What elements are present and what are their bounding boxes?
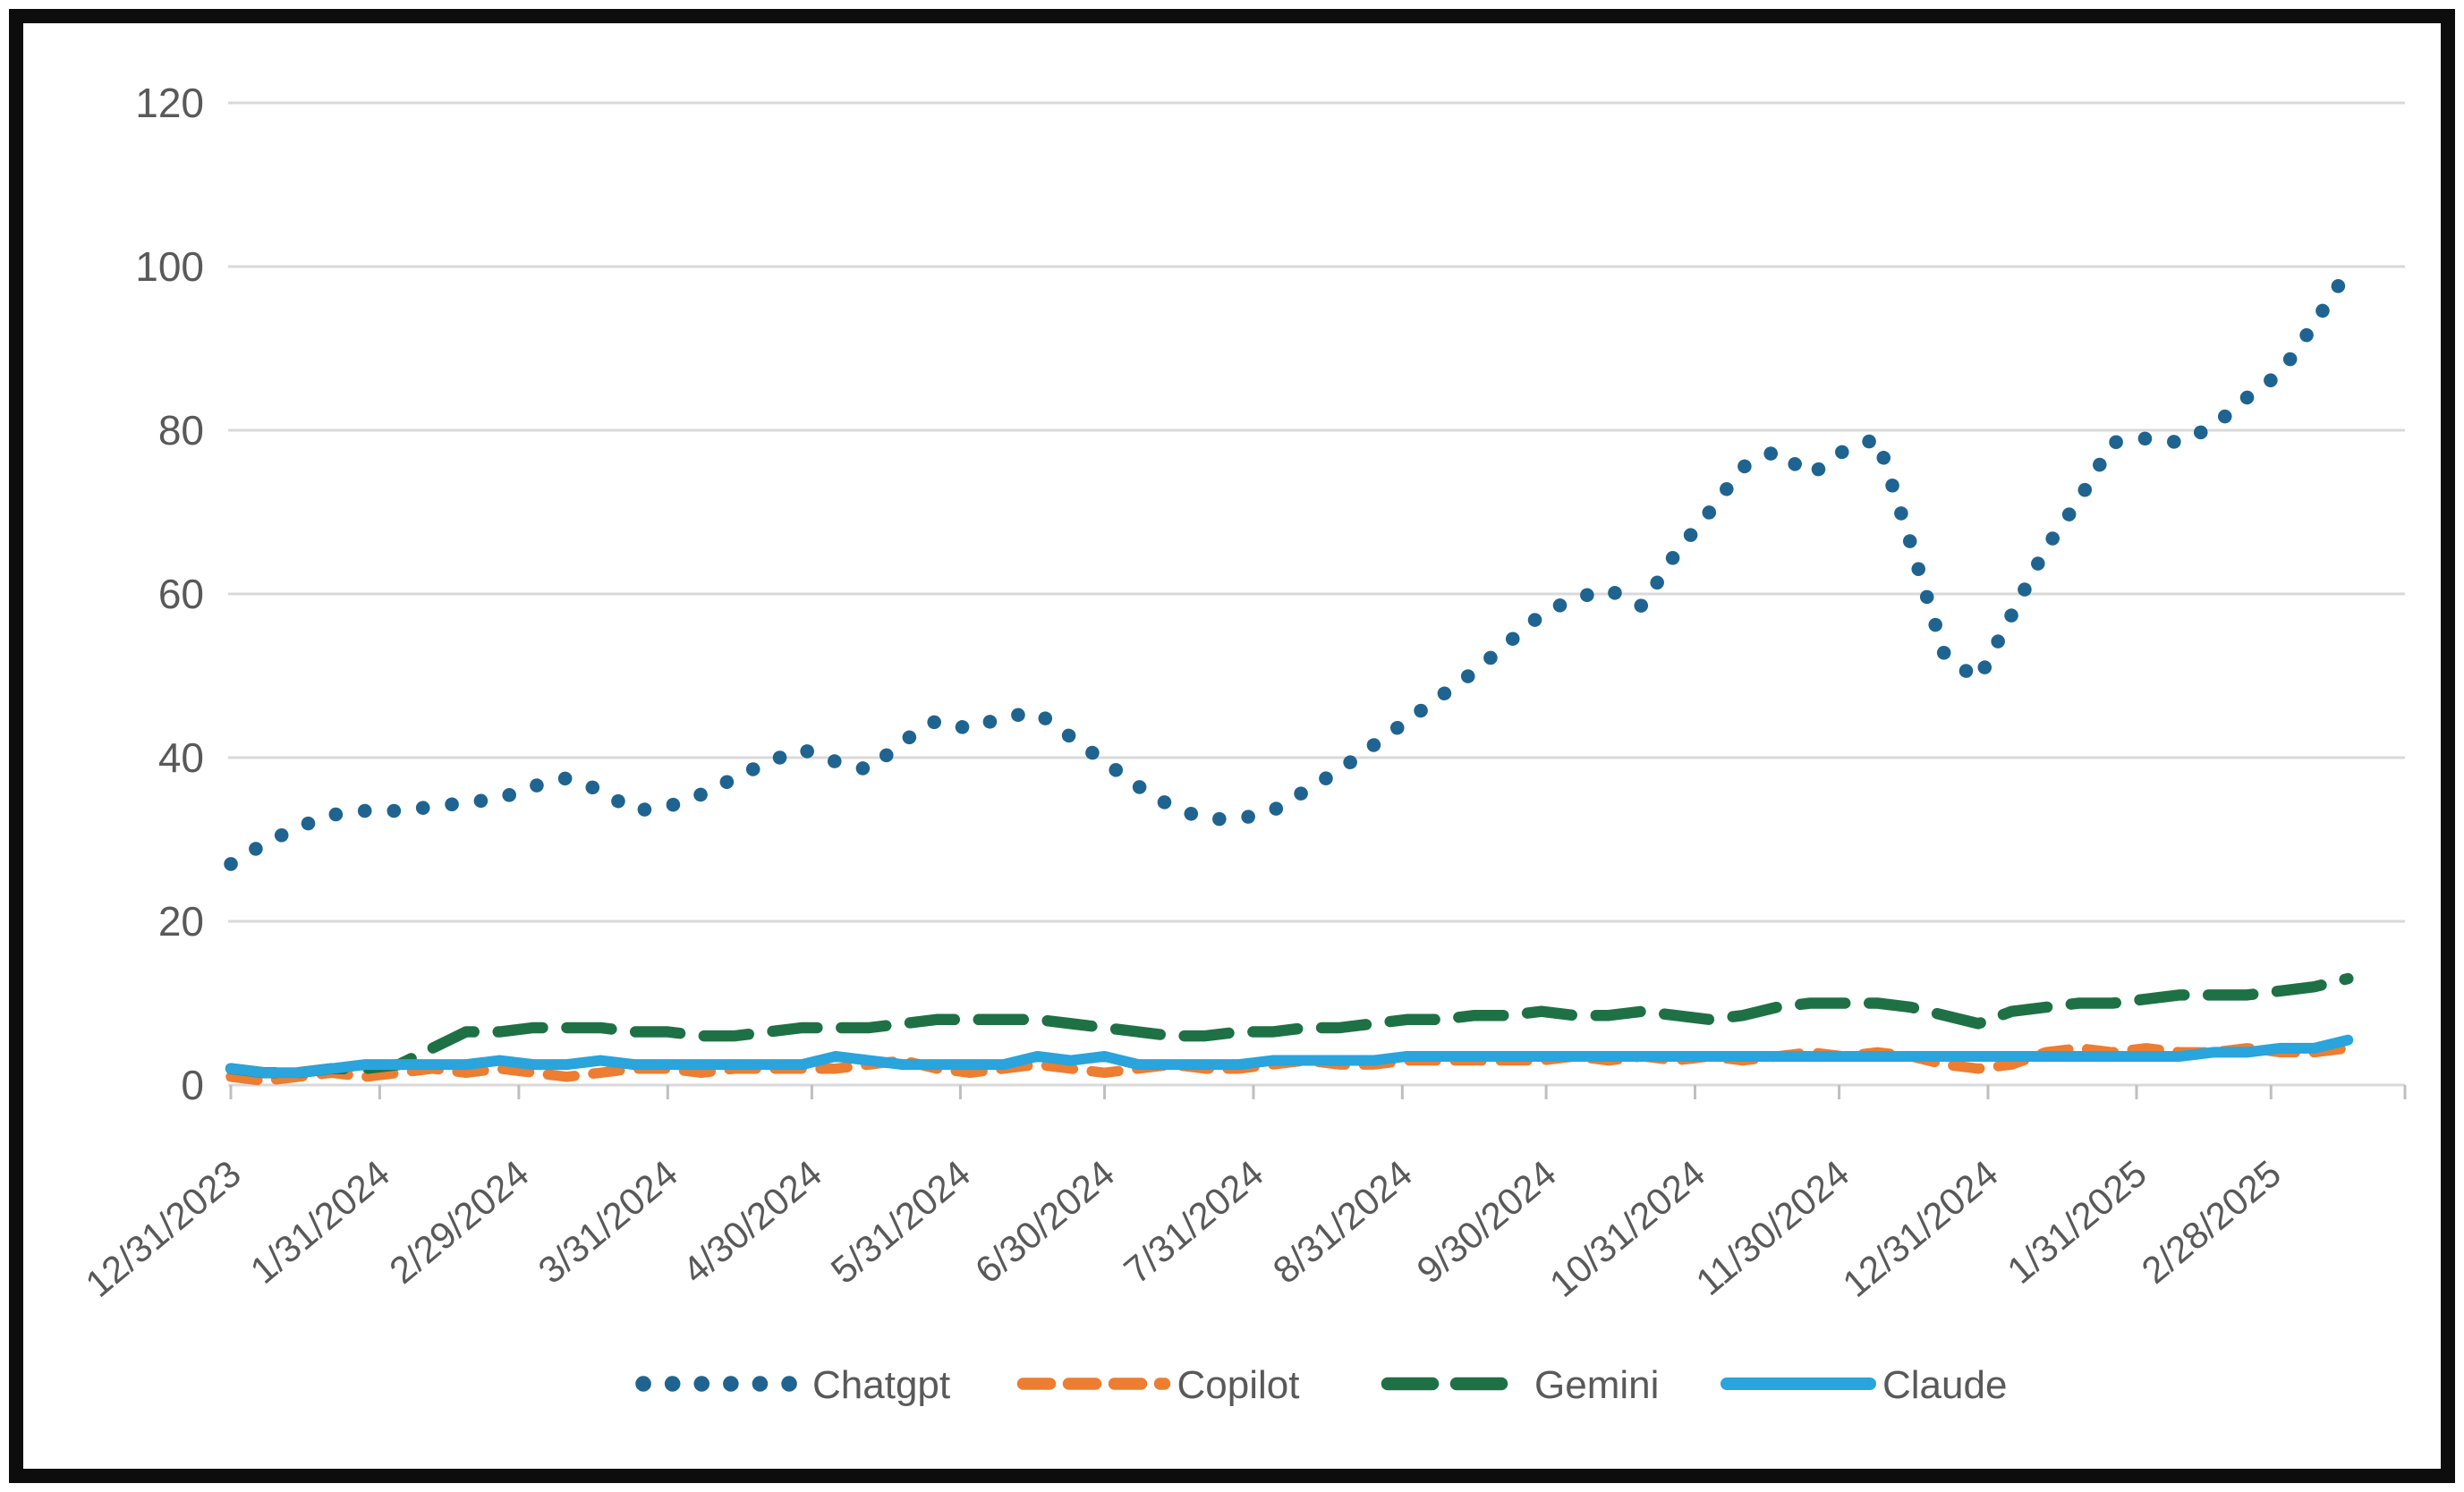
x-axis-label: 12/31/2024 bbox=[1835, 1152, 2006, 1305]
x-axis-label: 3/31/2024 bbox=[531, 1152, 685, 1292]
y-axis-label-120: 120 bbox=[135, 80, 204, 126]
y-axis-label-0: 0 bbox=[181, 1062, 204, 1108]
x-axis-label: 5/31/2024 bbox=[823, 1152, 978, 1292]
x-axis-label: 2/29/2024 bbox=[381, 1152, 536, 1292]
x-axis-label: 8/31/2024 bbox=[1265, 1152, 1420, 1292]
x-axis-label: 1/31/2025 bbox=[1999, 1152, 2154, 1292]
y-axis-label-40: 40 bbox=[158, 734, 204, 781]
line-chart: 0 20 40 60 80 100 120 12/31/20231/31/20242/29/2… bbox=[78, 80, 2407, 1407]
x-axis-label: 6/30/2024 bbox=[967, 1152, 1122, 1292]
y-axis-label-60: 60 bbox=[158, 571, 204, 617]
series-line-gemini bbox=[225, 972, 2354, 1079]
x-axis-label: 9/30/2024 bbox=[1409, 1152, 1564, 1292]
legend-item-copilot: Copilot bbox=[1016, 1363, 1300, 1407]
x-axis-label: 4/30/2024 bbox=[675, 1152, 829, 1292]
legend-item-chatgpt: Chatgpt bbox=[635, 1363, 950, 1407]
series-line-chatgpt bbox=[224, 263, 2356, 871]
x-axis-label: 2/28/2025 bbox=[2134, 1152, 2289, 1292]
x-axis-label: 7/31/2024 bbox=[1116, 1152, 1270, 1292]
x-axis-label: 12/31/2023 bbox=[78, 1152, 249, 1305]
y-axis-label-20: 20 bbox=[158, 898, 204, 945]
legend-label: Chatgpt bbox=[812, 1363, 950, 1407]
x-axis-label: 1/31/2024 bbox=[242, 1152, 397, 1292]
legend-item-claude: Claude bbox=[1721, 1363, 2007, 1407]
legend-label: Claude bbox=[1882, 1363, 2007, 1407]
legend-item-gemini: Gemini bbox=[1381, 1363, 1659, 1407]
y-axis-label-80: 80 bbox=[158, 407, 204, 454]
legend-label: Gemini bbox=[1534, 1363, 1659, 1407]
x-axis-label: 10/31/2024 bbox=[1542, 1152, 1712, 1305]
series-line-claude bbox=[225, 1034, 2354, 1079]
legend-label: Copilot bbox=[1177, 1363, 1300, 1407]
chart-frame: 0 20 40 60 80 100 120 12/31/2023 1/31/2024 2/29/2… bbox=[9, 9, 2455, 1483]
x-axis-label: 11/30/2024 bbox=[1688, 1152, 1857, 1303]
y-axis-label-100: 100 bbox=[135, 243, 204, 290]
